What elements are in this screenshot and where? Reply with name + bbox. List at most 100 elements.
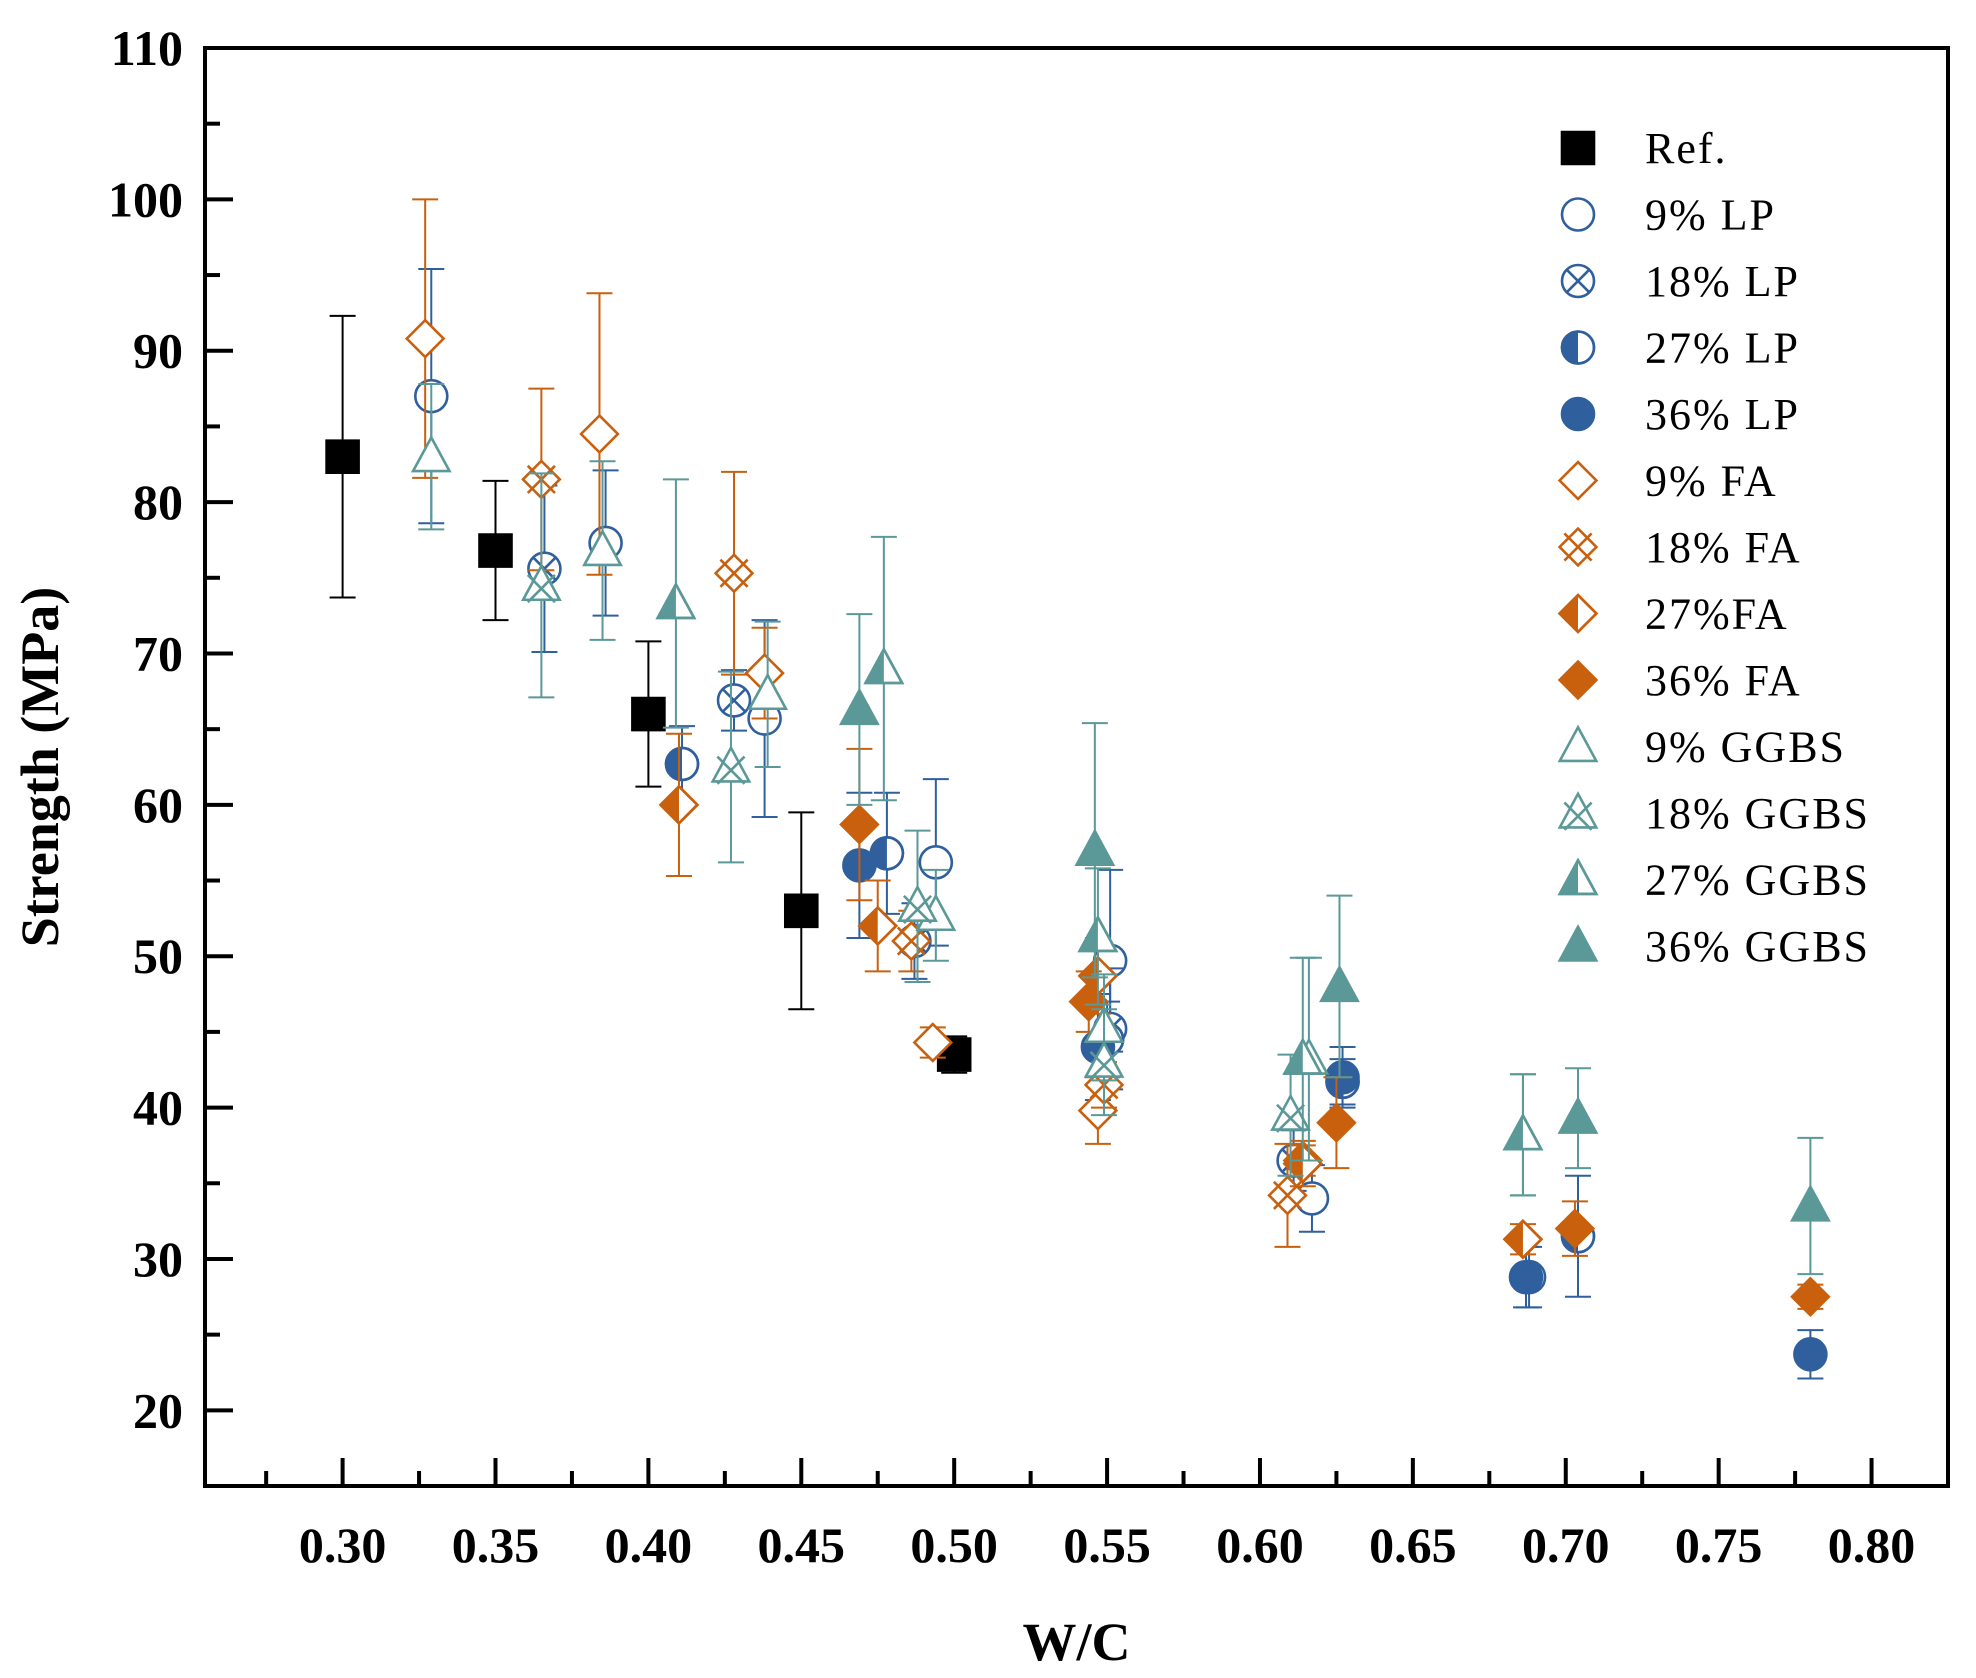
data-point (912, 1022, 954, 1063)
data-point (631, 696, 666, 732)
series-18-ggbs (520, 472, 1311, 1177)
y-tick-label: 30 (133, 1231, 183, 1287)
data-point (1077, 1090, 1119, 1131)
data-point (863, 646, 905, 685)
legend-item: 36% LP (1560, 390, 1798, 439)
y-tick-label: 40 (133, 1080, 183, 1136)
legend-item: 27%FA (1557, 590, 1787, 639)
data-point (325, 439, 360, 474)
legend-marker (1557, 526, 1599, 568)
legend-marker (1557, 593, 1599, 634)
data-point (857, 905, 898, 947)
series-27-fa (658, 732, 1544, 1260)
legend: Ref. 9% LP 18% LP 27% LP 36% LP 9% FA 18% FA 27… (1557, 124, 1870, 971)
data-point (478, 533, 513, 568)
legend-item: Ref. (1560, 124, 1728, 173)
plot-area (325, 198, 1831, 1380)
data-point (1789, 1184, 1831, 1222)
data-point (1793, 1337, 1828, 1372)
data-point (747, 672, 789, 711)
legend-label: 9% LP (1645, 191, 1776, 240)
x-tick-label: 0.45 (758, 1517, 846, 1573)
data-point (1790, 1276, 1831, 1318)
legend-label: 36% FA (1645, 656, 1802, 705)
legend-marker (1557, 924, 1599, 962)
data-point (410, 434, 452, 473)
data-point (783, 893, 819, 929)
data-point (404, 318, 446, 359)
legend-item: 9% LP (1560, 191, 1776, 240)
legend-label: 18% GGBS (1645, 789, 1870, 838)
legend-item: 36% GGBS (1557, 922, 1870, 971)
legend-label: 27% LP (1645, 324, 1800, 373)
x-tick-label: 0.70 (1522, 1517, 1610, 1573)
x-tick-label: 0.30 (299, 1517, 387, 1573)
x-tick-label: 0.60 (1216, 1517, 1304, 1573)
legend-marker (1560, 330, 1596, 365)
data-point (1077, 914, 1119, 953)
y-tick-label: 50 (133, 928, 183, 984)
y-tick-label: 70 (133, 625, 183, 681)
data-point (582, 528, 623, 567)
series-36-fa (839, 747, 1831, 1318)
x-tick-label: 0.35 (452, 1517, 540, 1573)
y-axis-title: Strength (MPa) (10, 587, 70, 947)
data-point (1267, 1175, 1308, 1216)
legend-marker (1557, 724, 1599, 763)
data-point (1282, 1037, 1324, 1075)
y-tick-label: 90 (133, 323, 183, 379)
x-tick-label: 0.40 (605, 1517, 693, 1573)
data-point (891, 920, 932, 962)
data-point (716, 683, 752, 718)
series-36-ggbs (838, 613, 1831, 1276)
legend-item: 9% GGBS (1557, 723, 1844, 772)
legend-label: 27% GGBS (1645, 856, 1870, 905)
legend-label: 9% FA (1645, 457, 1778, 506)
data-point (1270, 1093, 1311, 1133)
data-point (1502, 1112, 1544, 1151)
x-tick-label: 0.50 (910, 1517, 998, 1573)
data-point (579, 413, 620, 455)
x-tick-label: 0.80 (1828, 1517, 1916, 1573)
y-tick-label: 110 (111, 20, 183, 76)
data-point (710, 745, 752, 785)
x-axis-title: W/C (1023, 1612, 1131, 1672)
series-27-ggbs (655, 478, 1544, 1197)
data-point (713, 553, 755, 594)
data-point (1557, 1096, 1599, 1134)
legend-marker (1557, 460, 1599, 501)
legend-item: 9% FA (1557, 457, 1778, 506)
legend-marker (1560, 396, 1596, 432)
data-point (838, 687, 880, 726)
legend-item: 18% FA (1557, 523, 1802, 572)
data-point (1554, 1208, 1596, 1249)
data-point (658, 784, 700, 826)
data-point (1074, 828, 1116, 866)
axes: 0.30 0.35 0.40 0.45 0.50 0.55 0.60 0.65 0.70 0.75… (108, 20, 1950, 1573)
legend-label: Ref. (1645, 124, 1728, 173)
legend-label: 18% FA (1645, 523, 1802, 572)
legend-marker (1557, 791, 1599, 831)
legend-label: 18% LP (1645, 257, 1800, 306)
legend-item: 18% LP (1560, 257, 1800, 306)
legend-marker (1557, 857, 1599, 896)
data-point (1083, 1040, 1125, 1080)
series-18-fa (521, 387, 1308, 1248)
legend-item: 18% GGBS (1557, 789, 1870, 838)
x-tick-label: 0.75 (1675, 1517, 1763, 1573)
legend-item: 27% GGBS (1557, 856, 1870, 905)
data-point (839, 804, 880, 845)
x-tick-label: 0.55 (1063, 1517, 1151, 1573)
legend-label: 36% GGBS (1645, 922, 1870, 971)
data-point (897, 884, 938, 924)
legend-marker (1560, 130, 1596, 166)
legend-marker (1557, 659, 1599, 701)
data-point (1319, 964, 1360, 1003)
legend-marker (1560, 197, 1596, 232)
data-point (1316, 1102, 1357, 1143)
series-ref- (325, 314, 972, 1074)
y-tick-label: 20 (133, 1382, 183, 1438)
